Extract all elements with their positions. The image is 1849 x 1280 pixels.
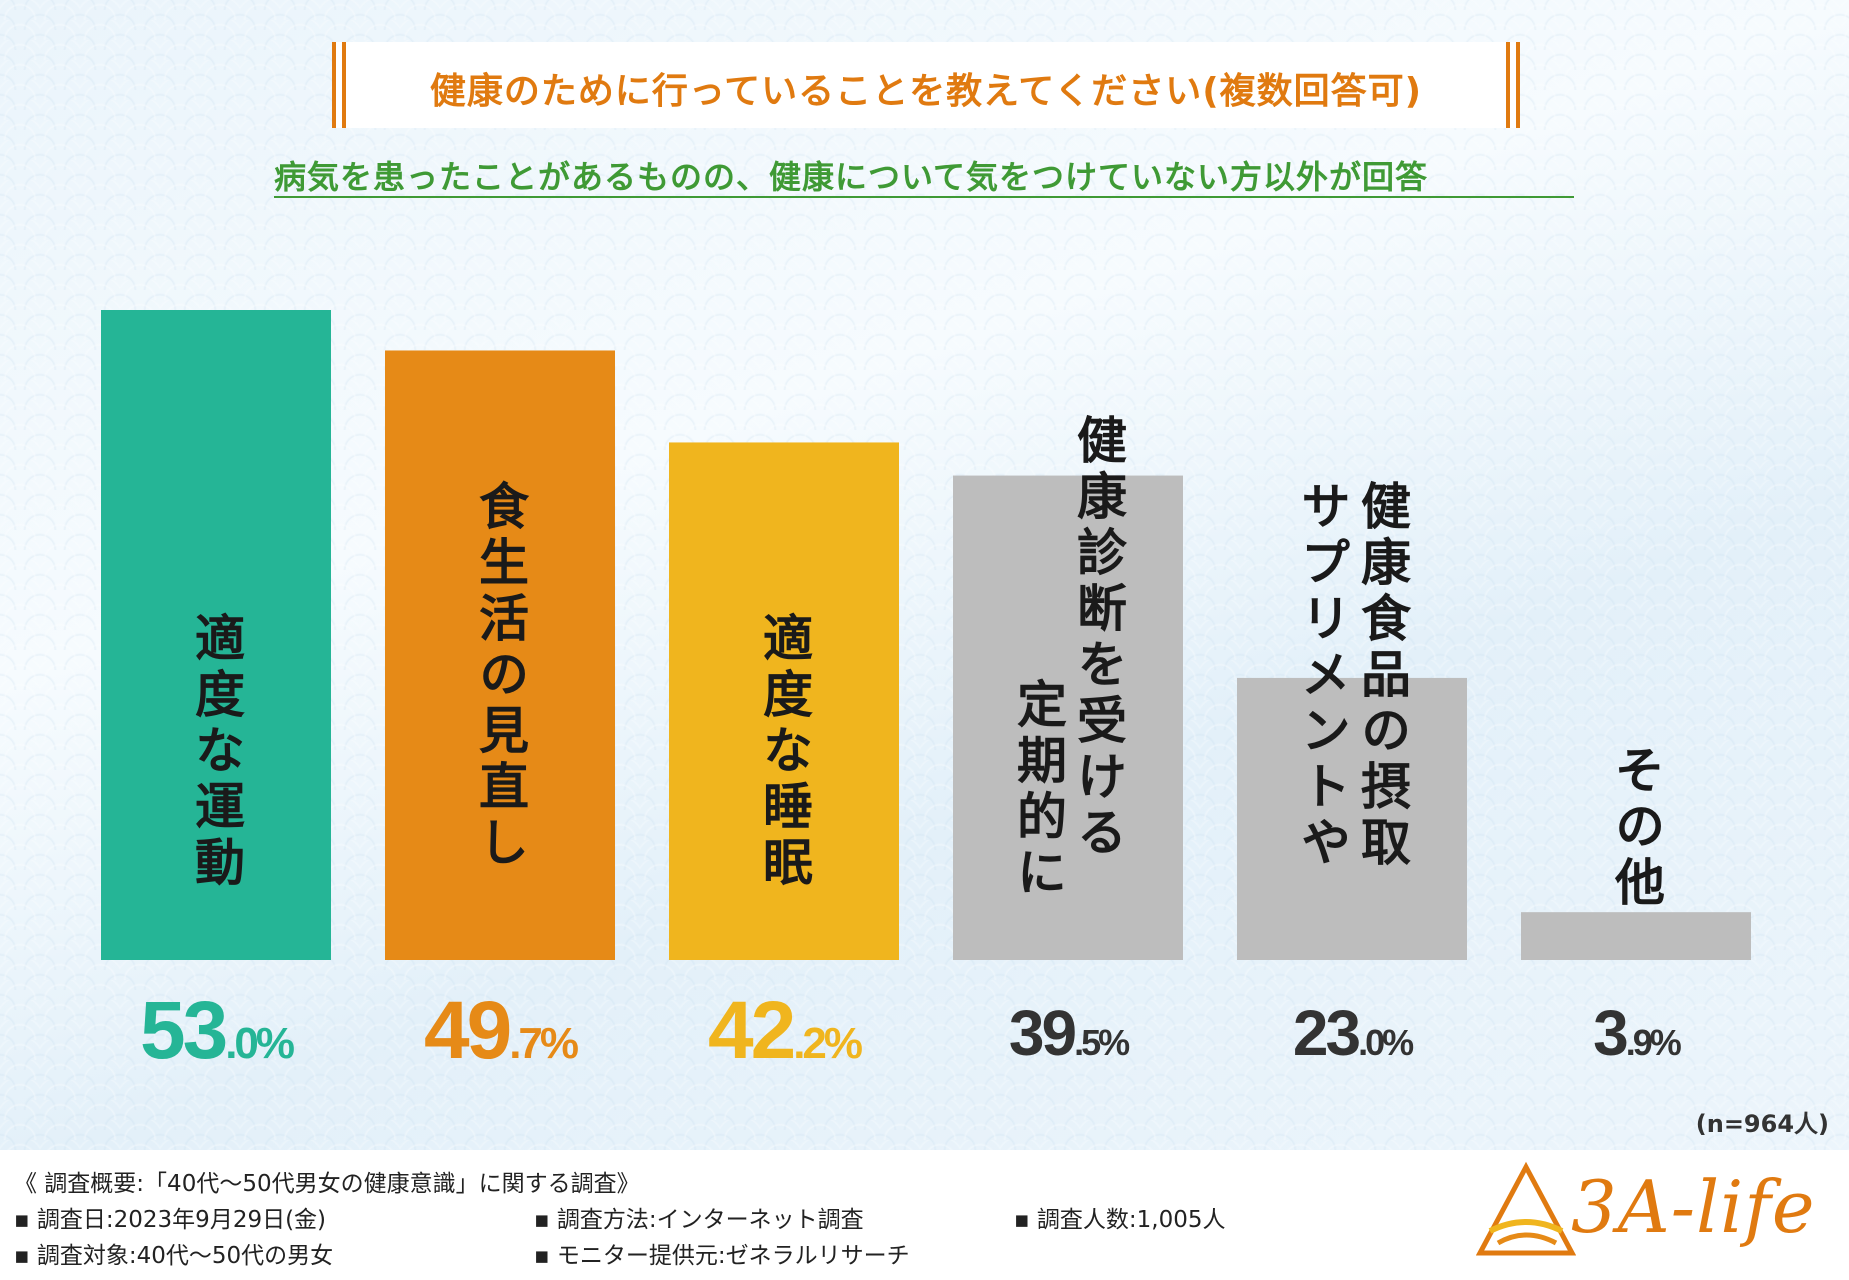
value-dec: .0%	[1358, 1022, 1414, 1063]
value-dec: .0%	[225, 1019, 295, 1068]
value-int: 53	[139, 985, 228, 1076]
bar-label-5-col2: サプリメントや	[1293, 480, 1351, 872]
bar-chart	[101, 310, 1751, 961]
value-dec: .7%	[509, 1019, 579, 1068]
value-int: 42	[707, 985, 796, 1076]
value-label-4: 39.5%	[953, 996, 1183, 1070]
chart-title: 健康のために行っていることを教えてください(複数回答可)	[429, 71, 1423, 112]
subtitle-underline	[274, 196, 1574, 198]
value-dec: .2%	[793, 1019, 863, 1068]
bar-2	[385, 350, 615, 961]
value-label-3: 42.2%	[669, 984, 899, 1078]
value-dec: .5%	[1074, 1022, 1130, 1063]
bar-5	[1237, 677, 1467, 960]
bar-3	[669, 442, 899, 960]
value-int: 39	[1008, 997, 1077, 1069]
bar-label-2: 食生活の見直し	[471, 480, 529, 872]
logo-mark-icon	[1476, 1161, 1576, 1256]
brand-logo: 3A-life	[1476, 1157, 1836, 1267]
survey-footer: 《 調査概要:「40代〜50代男女の健康意識」に関する調査》 ▪ 調査日:202…	[0, 1150, 1849, 1280]
title-box: 健康のために行っていることを教えてください(複数回答可)	[332, 42, 1520, 128]
bar-label-4-col2: 定期的に	[1009, 678, 1067, 902]
bar-label-4-col1: 健康診断を受ける	[1069, 414, 1127, 862]
survey-provider: ▪ モニター提供元:ゼネラルリサーチ	[534, 1243, 910, 1269]
bar-label-3: 適度な睡眠	[755, 612, 813, 892]
bar-label-5-col1: 健康食品の摂取	[1353, 480, 1411, 872]
value-label-6: 3.9%	[1521, 996, 1751, 1070]
value-int: 23	[1292, 997, 1361, 1069]
survey-target: ▪ 調査対象:40代〜50代の男女	[14, 1243, 334, 1269]
survey-method: ▪ 調査方法:インターネット調査	[534, 1207, 864, 1233]
value-label-1: 53.0%	[101, 984, 331, 1078]
bar-label-1: 適度な運動	[187, 612, 245, 892]
value-int: 49	[423, 985, 512, 1076]
value-label-5: 23.0%	[1237, 996, 1467, 1070]
value-dec: .9%	[1625, 1022, 1682, 1063]
bar-label-6: その他	[1607, 744, 1665, 912]
chart-subtitle: 病気を患ったことがあるものの、健康について気をつけていない方以外が回答	[274, 158, 1429, 196]
value-label-2: 49.7%	[385, 984, 615, 1078]
value-int: 3	[1593, 997, 1629, 1069]
survey-count: ▪ 調査人数:1,005人	[1014, 1207, 1226, 1233]
survey-heading: 《 調査概要:「40代〜50代男女の健康意識」に関する調査》	[14, 1171, 640, 1197]
sample-size-note: (n=964人)	[1695, 1110, 1829, 1138]
bar-6	[1521, 912, 1751, 960]
survey-date: ▪ 調査日:2023年9月29日(金)	[14, 1207, 327, 1233]
bar-1	[101, 310, 331, 960]
logo-text: 3A-life	[1571, 1165, 1816, 1249]
bar-4	[953, 475, 1183, 960]
